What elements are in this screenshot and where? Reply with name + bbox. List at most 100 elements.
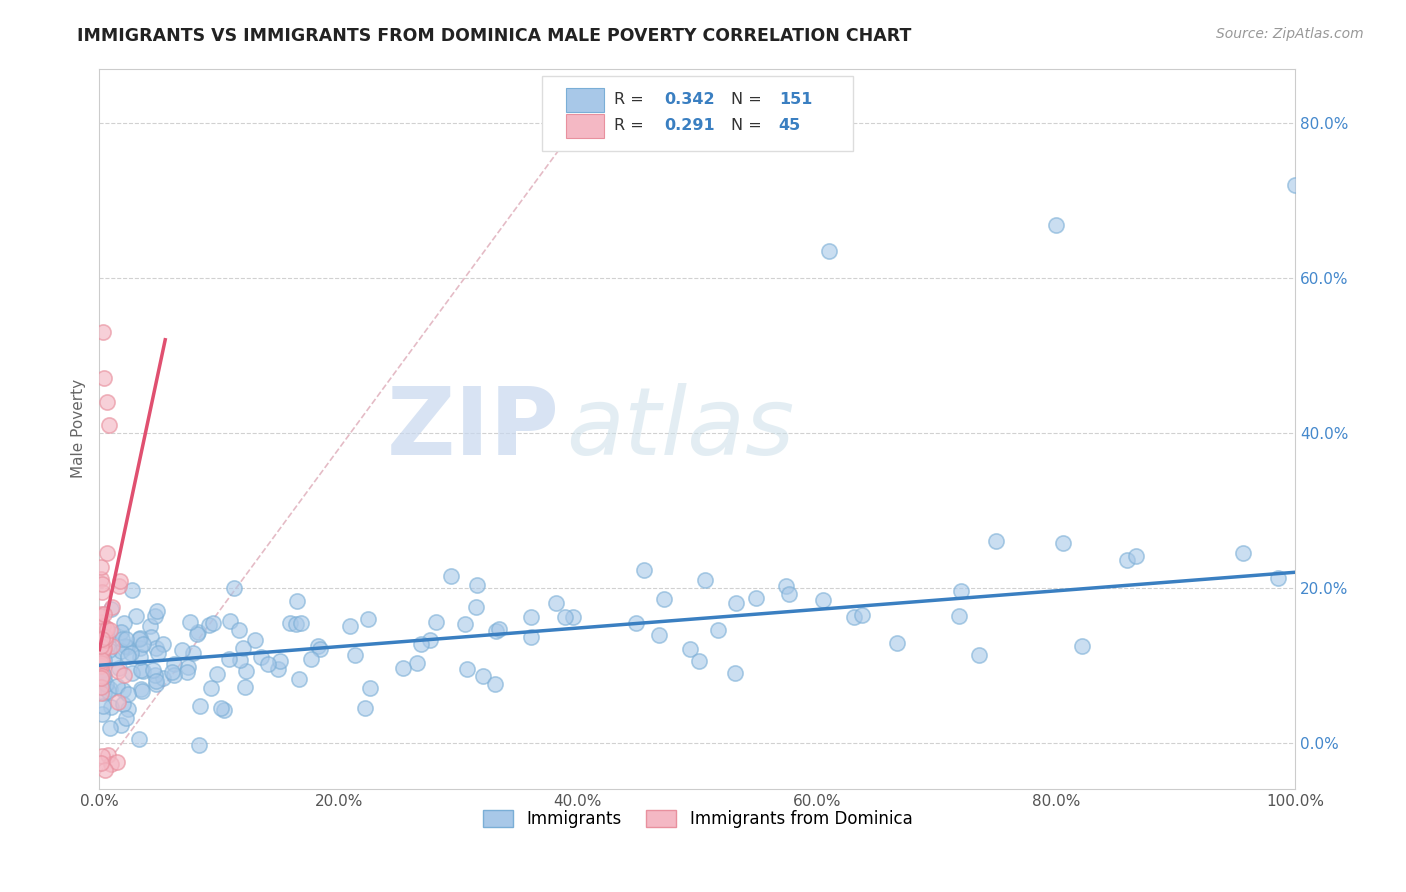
Text: N =: N = — [731, 118, 766, 133]
Point — [107, 665, 129, 679]
Point — [121, 666, 143, 681]
Text: 151: 151 — [779, 92, 813, 107]
Point — [97, 638, 120, 652]
Point — [128, 631, 150, 645]
Point — [93, 371, 115, 385]
Point — [177, 660, 200, 674]
Point — [818, 244, 841, 258]
Point — [91, 749, 114, 764]
Point — [406, 656, 429, 670]
Legend: Immigrants, Immigrants from Dominica: Immigrants, Immigrants from Dominica — [477, 804, 920, 835]
Point — [188, 699, 211, 714]
Point — [308, 642, 330, 657]
Point — [100, 602, 122, 616]
Point — [142, 663, 165, 677]
Point — [111, 698, 134, 712]
Point — [725, 597, 748, 611]
Point — [233, 680, 256, 694]
Point — [90, 608, 112, 623]
Point — [114, 639, 136, 653]
Point — [162, 665, 184, 680]
FancyBboxPatch shape — [565, 114, 605, 138]
Point — [143, 608, 166, 623]
Point — [100, 756, 122, 771]
Point — [554, 610, 576, 624]
Point — [707, 623, 730, 637]
Point — [267, 662, 290, 676]
Point — [96, 546, 118, 560]
Point — [472, 668, 495, 682]
Point — [121, 582, 143, 597]
Point — [152, 672, 174, 686]
Point — [91, 698, 114, 713]
Point — [125, 609, 148, 624]
Point — [90, 632, 112, 646]
Text: R =: R = — [614, 92, 648, 107]
Point — [146, 647, 169, 661]
Point — [948, 609, 970, 624]
Point — [110, 718, 132, 732]
Point — [633, 563, 655, 577]
Point — [139, 619, 162, 633]
Point — [152, 637, 174, 651]
Point — [172, 643, 194, 657]
Text: 0.342: 0.342 — [664, 92, 714, 107]
Point — [419, 633, 441, 648]
Point — [269, 654, 291, 668]
Point — [108, 578, 131, 592]
Point — [465, 578, 488, 592]
Point — [145, 677, 167, 691]
Point — [131, 664, 153, 678]
Point — [1052, 535, 1074, 549]
Point — [561, 610, 583, 624]
Point — [94, 633, 117, 648]
Point — [775, 579, 797, 593]
Point — [218, 652, 240, 666]
Point — [128, 632, 150, 646]
Point — [101, 599, 124, 614]
Point — [90, 671, 112, 685]
Point — [409, 637, 432, 651]
Point — [129, 641, 152, 656]
Point — [232, 640, 254, 655]
Point — [110, 625, 132, 640]
Text: R =: R = — [614, 118, 648, 133]
Point — [950, 584, 973, 599]
Point — [290, 615, 312, 630]
Point — [343, 648, 366, 663]
Point — [299, 652, 322, 666]
Point — [93, 643, 115, 657]
Point — [484, 676, 506, 690]
Point — [94, 630, 117, 644]
Point — [162, 667, 184, 681]
Point — [212, 703, 235, 717]
Point — [117, 648, 139, 663]
Point — [112, 667, 135, 681]
Point — [224, 581, 246, 595]
Text: 45: 45 — [779, 118, 801, 133]
Point — [520, 610, 543, 624]
Point — [187, 625, 209, 640]
Point — [145, 674, 167, 689]
Point — [886, 636, 908, 650]
Point — [688, 654, 710, 668]
Point — [354, 700, 377, 714]
Point — [97, 748, 120, 763]
Point — [1125, 549, 1147, 563]
Point — [546, 596, 568, 610]
Point — [100, 639, 122, 653]
Text: IMMIGRANTS VS IMMIGRANTS FROM DOMINICA MALE POVERTY CORRELATION CHART: IMMIGRANTS VS IMMIGRANTS FROM DOMINICA M… — [77, 27, 911, 45]
Point — [141, 630, 163, 644]
Y-axis label: Male Poverty: Male Poverty — [72, 379, 86, 478]
Point — [110, 644, 132, 658]
Point — [287, 673, 309, 687]
Point — [188, 738, 211, 752]
Point — [986, 534, 1008, 549]
Point — [181, 646, 204, 660]
Point — [842, 610, 865, 624]
Point — [90, 639, 112, 653]
Point — [91, 666, 114, 681]
Point — [91, 652, 114, 666]
Point — [219, 614, 242, 628]
Point — [93, 653, 115, 667]
